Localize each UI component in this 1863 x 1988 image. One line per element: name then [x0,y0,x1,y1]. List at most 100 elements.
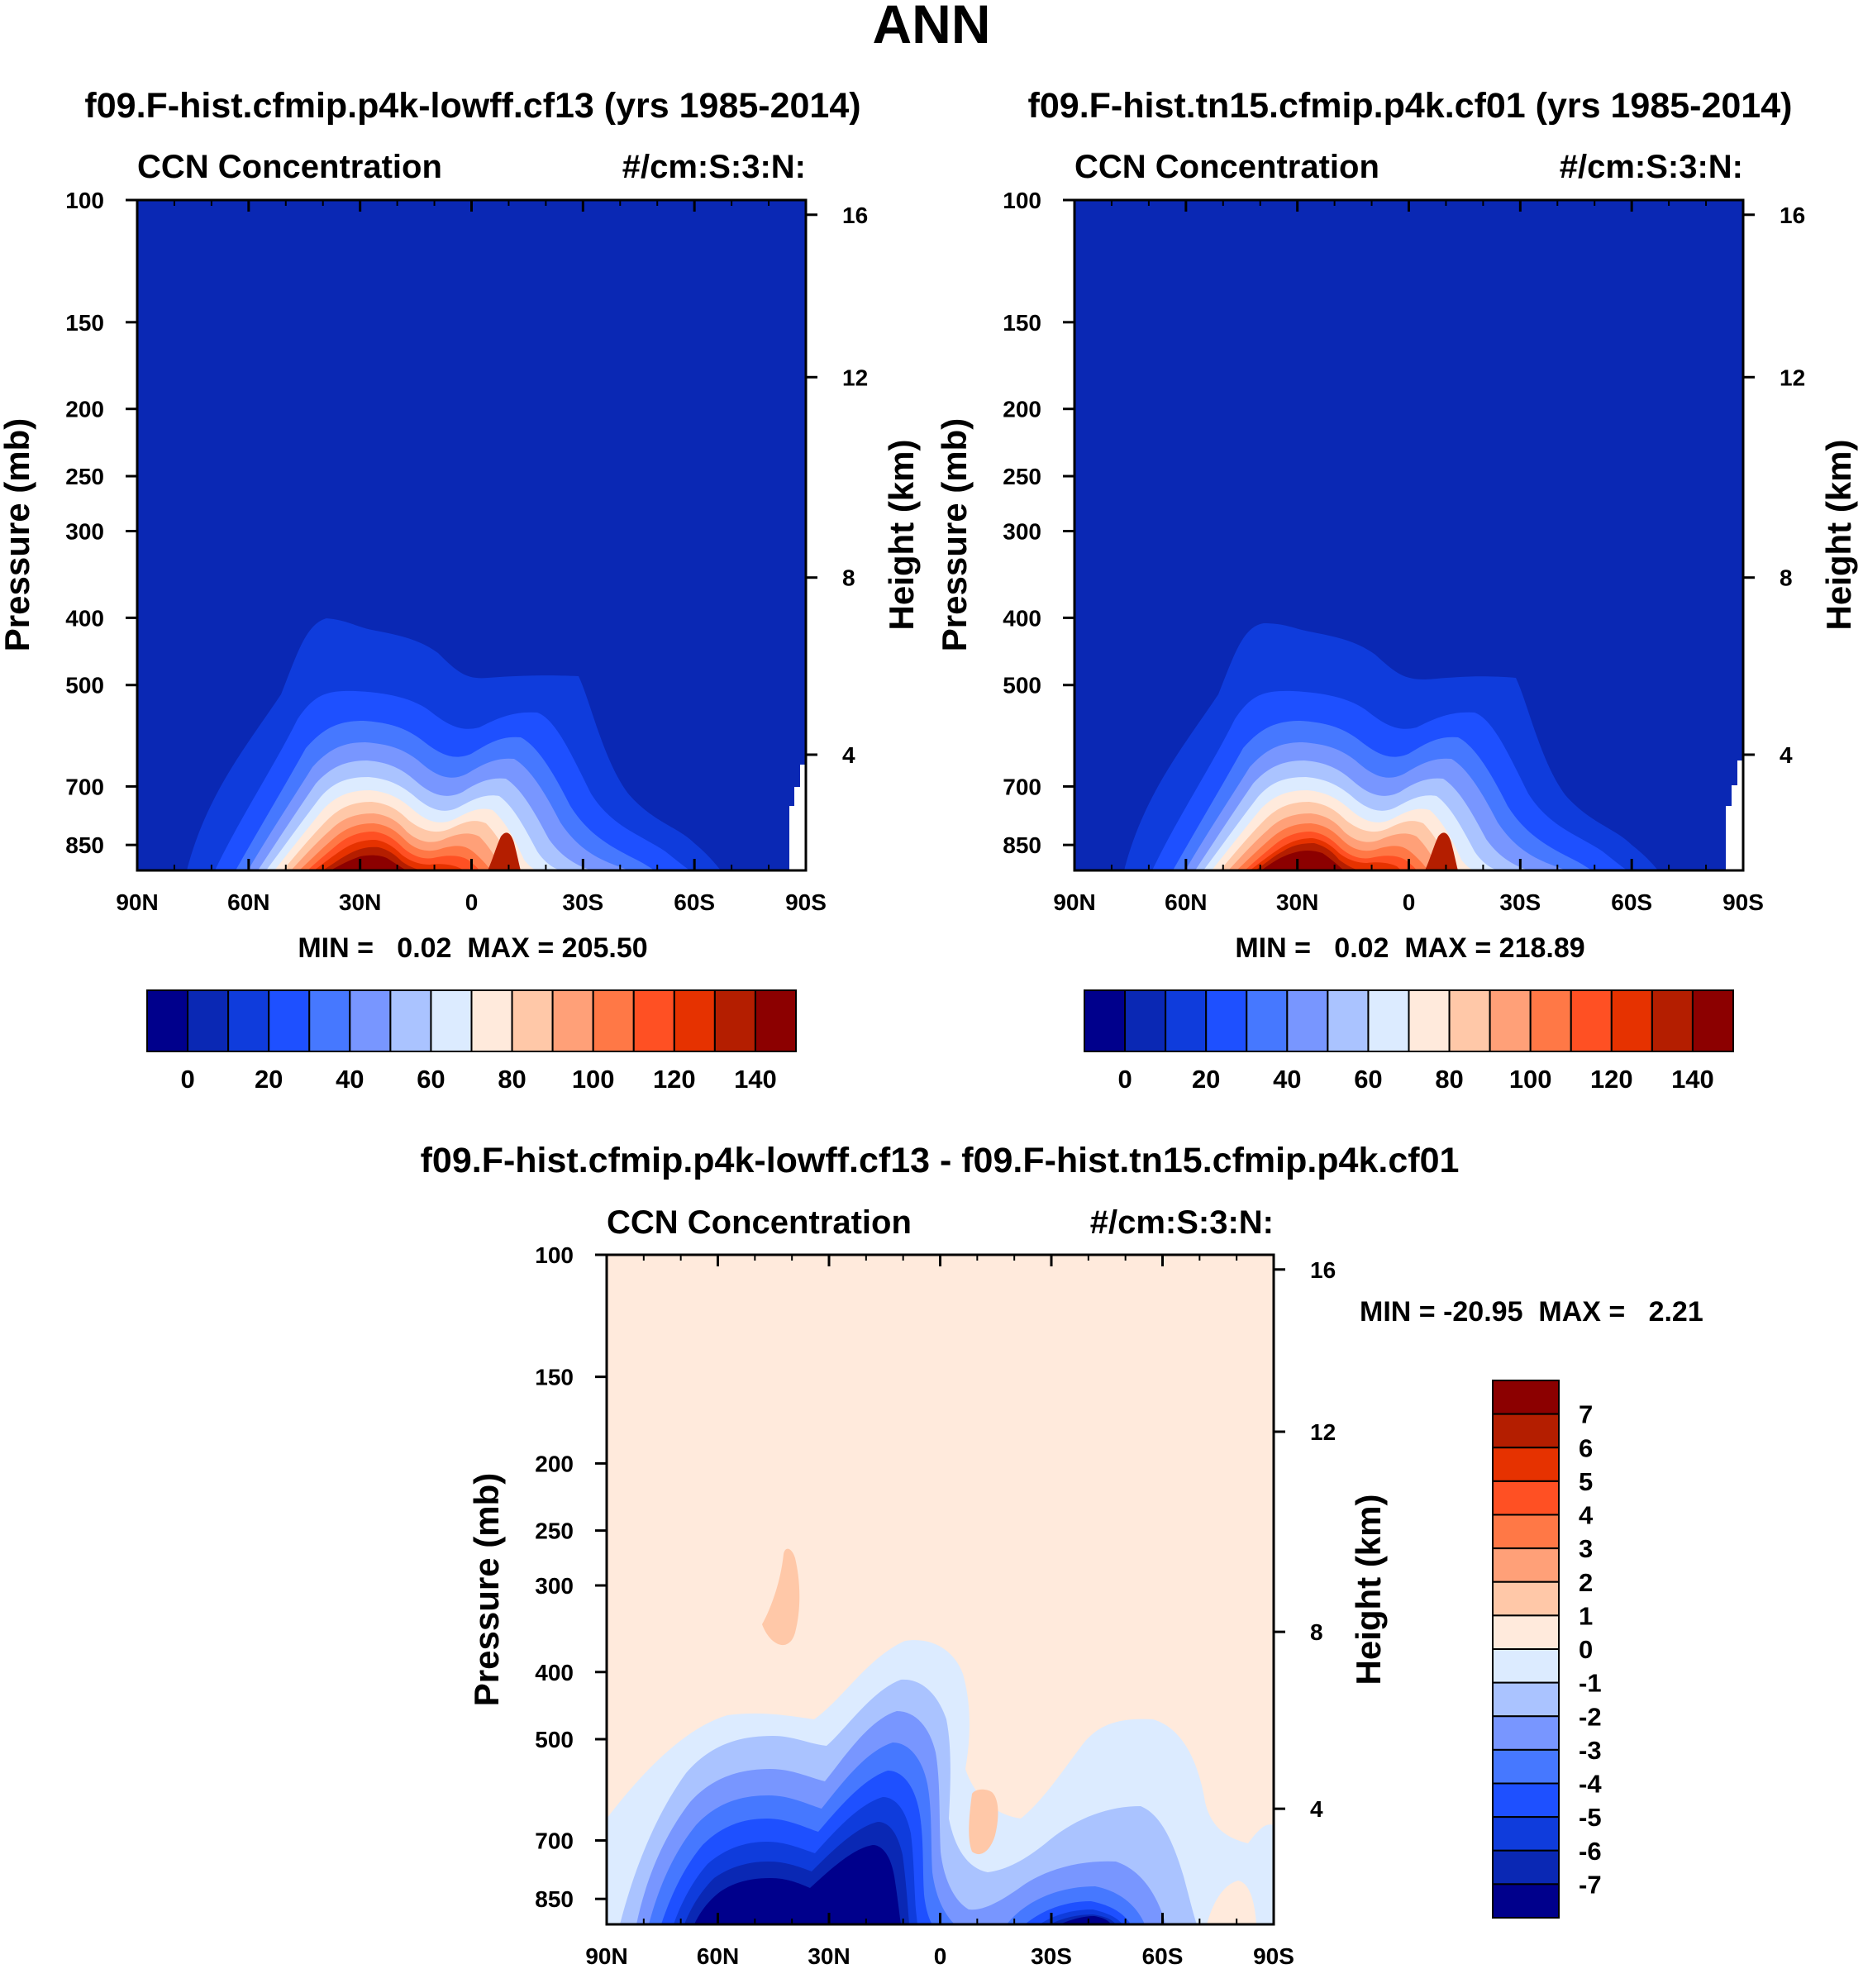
colorbar-label: 80 [498,1065,526,1094]
panel-3-colorbar: 7 6 5 4 3 2 1 0 -1 -2 -3 -4 -5 -6 -7 [1492,1380,1602,1919]
y-tick-label: 150 [1003,310,1041,336]
panel-1-title: f09.F-hist.cfmip.p4k-lowff.cf13 (yrs 198… [84,86,860,126]
colorbar-swatch [1246,989,1289,1052]
colorbar-swatch [1492,1816,1560,1852]
colorbar-swatch [754,989,797,1052]
colorbar-swatch [1492,1883,1560,1919]
colorbar-swatch [1084,989,1127,1052]
panel-1-missing-data [789,765,806,870]
panel-1-stats: MIN = 0.02 MAX = 205.50 [298,932,647,964]
y-tick-label: 850 [1003,832,1041,858]
panel-3-left-label: CCN Concentration [607,1204,912,1241]
panel-2-field [1074,200,1743,870]
panel-3-contour-positive-tail [1207,1881,1256,1924]
y-right-tick-label: 8 [1780,565,1793,591]
panel-2-right-label: #/cm:S:3:N: [1560,149,1743,185]
x-tick-label: 90N [585,1943,627,1969]
colorbar-swatch [1492,1782,1560,1819]
colorbar-swatch [146,989,189,1052]
colorbar-swatch [1286,989,1329,1052]
panel-1-ylabel: Pressure (mb) [0,418,36,651]
colorbar-swatch [713,989,756,1052]
panel-3-ylabel: Pressure (mb) [467,1473,506,1706]
panel-2-contour-level-15 [1425,832,1458,870]
colorbar-swatch [430,989,473,1052]
y-tick-label: 400 [1003,605,1041,631]
x-tick-label: 60N [697,1943,739,1969]
y-tick-label: 100 [65,188,104,213]
colorbar-label: -4 [1579,1770,1602,1799]
y-right-tick-label: 4 [1310,1796,1323,1822]
y-tick-label: 150 [535,1365,574,1390]
panel-2-stats: MIN = 0.02 MAX = 218.89 [1235,932,1584,964]
panel-3-contour-level-8 [694,1845,901,1924]
y-tick-label: 300 [1003,519,1041,545]
colorbar-swatch [1492,1648,1560,1684]
colorbar-swatch [551,989,594,1052]
y-tick-label: 500 [535,1727,574,1752]
colorbar-label: -1 [1579,1669,1602,1698]
colorbar-swatch [1492,1849,1560,1886]
panel-1-left-label: CCN Concentration [137,149,442,185]
colorbar-swatch [1492,1480,1560,1516]
colorbar-swatch [227,989,270,1052]
y-right-tick-label: 16 [1780,203,1805,228]
x-tick-label: 0 [934,1943,947,1969]
x-tick-label: 30N [1276,889,1318,915]
panel-2-x-ticks: 90N 60N 30N 0 30S 60S 90S [1053,200,1764,915]
colorbar-swatch [1492,1681,1560,1718]
y-tick-label: 200 [535,1451,574,1476]
y-right-tick-label: 12 [1780,365,1805,390]
colorbar-swatch [1492,1547,1560,1583]
panel-1-colorbar: 0 20 40 60 80 100 120 140 [146,989,797,1094]
y-tick-label: 300 [65,519,104,545]
x-tick-label: 60S [674,889,715,915]
colorbar-label: 5 [1579,1467,1593,1496]
panel-1: f09.F-hist.cfmip.p4k-lowff.cf13 (yrs 198… [0,86,921,1094]
x-tick-label: 0 [1403,889,1416,915]
colorbar-swatch [1529,989,1572,1052]
panel-2-ylabel: Pressure (mb) [935,418,974,651]
panel-1-contour-level-15 [488,832,521,870]
colorbar-swatch [1165,989,1208,1052]
y-right-tick-label: 12 [1310,1419,1336,1445]
x-tick-label: 30S [1031,1943,1072,1969]
colorbar-swatch [187,989,230,1052]
y-tick-label: 700 [1003,774,1041,799]
x-tick-label: 90S [785,889,827,915]
colorbar-swatch [1492,1380,1560,1415]
y-tick-label: 500 [1003,673,1041,698]
colorbar-swatch [389,989,432,1052]
panel-3-contour-level-8b [1060,1916,1111,1924]
y-right-tick-label: 4 [1780,742,1793,768]
colorbar-label: 0 [180,1065,194,1094]
colorbar-swatch [1492,1748,1560,1785]
colorbar-swatch [632,989,675,1052]
panel-3-ylabel-right: Height (km) [1349,1495,1388,1685]
panel-3-field [607,1255,1274,1924]
colorbar-swatch [1651,989,1694,1052]
x-tick-label: 90S [1253,1943,1294,1969]
colorbar-swatch [1367,989,1410,1052]
colorbar-label: 1 [1579,1601,1593,1630]
x-tick-label: 60N [227,889,269,915]
panel-2-colorbar: 0 20 40 60 80 100 120 140 [1084,989,1734,1094]
colorbar-label: 140 [1671,1065,1714,1094]
y-right-tick-label: 8 [842,565,855,591]
y-tick-label: 400 [535,1660,574,1685]
panel-1-field [137,200,806,870]
y-tick-label: 100 [535,1242,574,1268]
y-right-tick-label: 16 [1310,1257,1336,1283]
colorbar-swatch [1492,1447,1560,1482]
panel-1-x-ticks: 90N 60N 30N 0 30S 60S 90S [116,200,827,915]
y-tick-label: 850 [65,832,104,858]
colorbar-label: 7 [1579,1400,1593,1429]
colorbar-swatch [1489,989,1532,1052]
x-tick-label: 0 [465,889,479,915]
panel-2-y-ticks: 100 150 200 250 300 400 500 700 850 16 12 8 4 [1003,188,1805,858]
x-tick-label: 30N [339,889,381,915]
colorbar-label: 40 [1273,1065,1301,1094]
colorbar-label: 60 [417,1065,445,1094]
panel-1-right-label: #/cm:S:3:N: [622,149,806,185]
colorbar-swatch [1492,1413,1560,1449]
